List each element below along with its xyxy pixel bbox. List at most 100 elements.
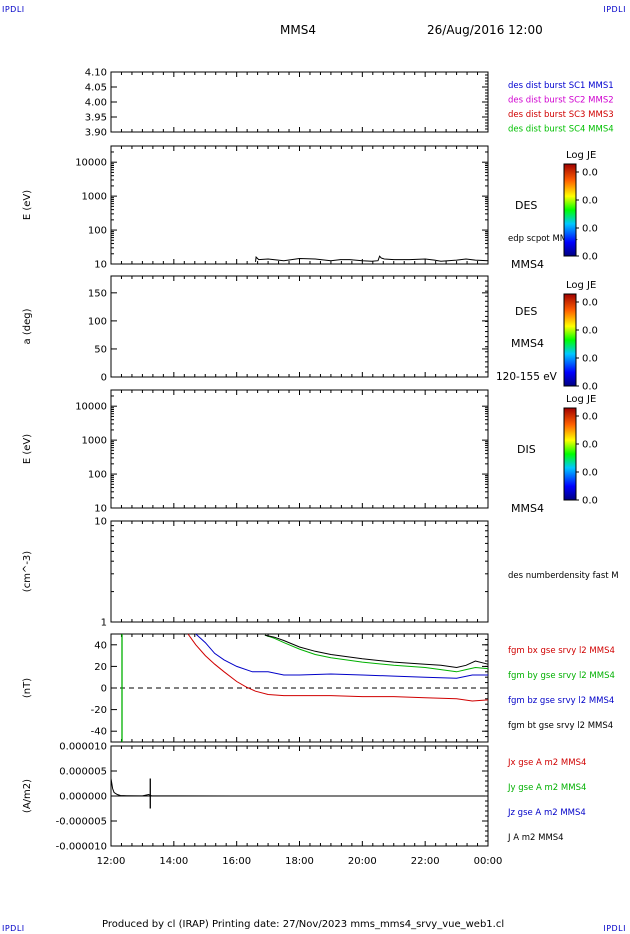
des-pitch-angle-frame [110,275,489,378]
des-pitch-angle-ylabel: a (deg) [22,308,33,344]
dis-energy-spectrogram-ytick-label: 10000 [75,402,107,413]
spacecraft-position-legend-entry: des dist burst SC1 MMS1 [508,81,614,91]
magnetic-field-legend-entry: fgm by gse srvy l2 MMS4 [508,671,615,681]
x-axis-tick-label: 16:00 [222,856,251,867]
des-energy-spectrogram-side-label: MMS4 [511,258,544,271]
spacecraft-position-ytick-label: 3.90 [85,128,107,139]
dis-energy-spectrogram-ytick-label: 10 [94,504,107,515]
magnetic-field-ylabel: (nT) [22,678,33,698]
corner-mark-top-left: IPDLI [2,5,25,14]
dis-energy-colorbar-tick-label: 0.0 [582,496,598,507]
spacecraft-position-frame [110,71,489,133]
dis-energy-spectrogram-ytick-label: 1000 [82,436,107,447]
magnetic-field-ytick-label: -20 [91,705,107,716]
x-axis-tick-label: 22:00 [411,856,440,867]
des-pitch-colorbar-tick-label: 0.0 [582,354,598,365]
current-density-ytick-label: 0.000005 [59,767,107,778]
current-density-legend-entry: Jy gse A m2 MMS4 [507,783,586,793]
spacecraft-position-ytick-label: 4.10 [85,68,107,79]
magnetic-field-legend-entry: fgm bz gse srvy l2 MMS4 [508,696,614,706]
des-pitch-angle-side-label: DES [515,305,537,318]
des-energy-colorbar-tick-label: 0.0 [582,252,598,263]
current-density-ytick-label: -0.000005 [56,817,107,828]
des-pitch-colorbar-tick-label: 0.0 [582,298,598,309]
x-axis-tick-label: 12:00 [97,856,126,867]
des-pitch-angle-ytick-label: 50 [94,344,107,355]
des-energy-spectrogram-ytick-label: 10 [94,260,107,271]
dis-energy-spectrogram-ylabel: E (eV) [22,434,33,464]
current-density-ytick-label: 0.000010 [59,742,107,753]
des-energy-colorbar-title: Log JE [566,150,596,161]
magnetic-field-legend-entry: fgm bx gse srvy l2 MMS4 [508,646,615,656]
number-density-side-label: des numberdensity fast M [508,571,619,581]
x-axis-tick-label: 20:00 [348,856,377,867]
des-energy-spectrogram-side-label: edp scpot MMS4 [508,234,578,244]
des-energy-spectrogram-ylabel: E (eV) [22,190,33,220]
dis-energy-colorbar-tick-label: 0.0 [582,440,598,451]
x-axis-tick-label: 00:00 [474,856,503,867]
des-energy-spectrogram-series-edp-scpot-MMS4 [255,255,489,262]
des-energy-spectrogram-frame [110,145,489,265]
magnetic-field-legend-entry: fgm bt gse srvy l2 MMS4 [508,721,613,731]
current-density-series-J-A-m2-MMS4 [110,778,488,797]
current-density-legend-entry: Jx gse A m2 MMS4 [507,758,586,768]
magnetic-field-series-fgm-bz-gse-srvy-l2-MMS4 [195,633,488,679]
spacecraft-position-ytick-label: 4.00 [85,98,107,109]
dis-energy-spectrogram-side-label: MMS4 [511,502,544,515]
des-pitch-angle-side-label: MMS4 [511,337,544,350]
des-energy-colorbar-tick-label: 0.0 [582,168,598,179]
spacecraft-position-legend-entry: des dist burst SC3 MMS3 [508,110,614,120]
dis-energy-spectrogram-ytick-label: 100 [88,470,107,481]
des-pitch-angle-ytick-label: 0 [101,373,107,384]
magnetic-field-ytick-label: -40 [91,727,107,738]
number-density-frame [110,520,489,623]
corner-mark-bottom-right: IPDLI [603,924,626,933]
spacecraft-position-legend-entry: des dist burst SC4 MMS4 [508,125,614,135]
dis-energy-spectrogram-side-label: DIS [517,443,536,456]
current-density-ytick-label: 0.000000 [59,792,107,803]
des-pitch-angle-ytick-label: 150 [88,288,107,299]
current-density-legend-entry: Jz gse A m2 MMS4 [507,808,586,818]
des-pitch-angle-ytick-label: 100 [88,316,107,327]
spacecraft-position-legend-entry: des dist burst SC2 MMS2 [508,96,614,106]
des-energy-spectrogram-ytick-label: 10000 [75,158,107,169]
number-density-ylabel: (cm^-3) [22,551,33,592]
des-pitch-colorbar-tick-label: 0.0 [582,382,598,393]
dis-energy-colorbar-title: Log JE [566,394,596,405]
spacecraft-title: MMS4 [280,23,316,37]
des-pitch-angle-side-label: 120-155 eV [496,371,558,383]
des-pitch-colorbar-tick-label: 0.0 [582,326,598,337]
corner-mark-bottom-left: IPDLI [2,924,25,933]
current-density-ylabel: (A/m2) [22,779,33,813]
magnetic-field-series-fgm-bt-gse-srvy-l2-MMS4 [264,634,489,669]
des-energy-spectrogram-ytick-label: 100 [88,226,107,237]
dis-energy-colorbar-bar [563,407,577,501]
footer-credits: Produced by cl (IRAP) Printing date: 27/… [102,919,505,930]
magnetic-field-ytick-label: 20 [94,662,107,673]
des-energy-colorbar-tick-label: 0.0 [582,196,598,207]
x-axis-tick-label: 14:00 [159,856,188,867]
current-density-legend-entry: J A m2 MMS4 [507,833,564,843]
date-time-title: 26/Aug/2016 12:00 [427,23,543,37]
des-pitch-colorbar-bar [563,293,577,387]
current-density-ytick-label: -0.000010 [56,842,107,853]
corner-mark-top-right: IPDLI [603,5,626,14]
des-energy-spectrogram-ytick-label: 1000 [82,192,107,203]
dis-energy-colorbar-tick-label: 0.0 [582,412,598,423]
spacecraft-position-ytick-label: 3.95 [85,113,107,124]
x-axis-tick-label: 18:00 [285,856,314,867]
number-density-ytick-label: 1 [101,618,107,629]
des-energy-spectrogram-side-label: DES [515,199,537,212]
magnetic-field-series-fgm-bx-gse-srvy-l2-MMS4 [187,633,489,702]
des-energy-colorbar-bar [563,163,577,257]
number-density-ytick-label: 10 [94,517,107,528]
magnetic-field-ytick-label: 0 [101,684,107,695]
des-energy-colorbar-tick-label: 0.0 [582,224,598,235]
magnetic-field-ytick-label: 40 [94,640,107,651]
spacecraft-position-ytick-label: 4.05 [85,83,107,94]
des-pitch-colorbar-title: Log JE [566,280,596,291]
dis-energy-spectrogram-frame [110,389,489,509]
dis-energy-colorbar-tick-label: 0.0 [582,468,598,479]
magnetic-field-series-fgm-by-gse-srvy-l2-MMS4 [264,634,489,673]
